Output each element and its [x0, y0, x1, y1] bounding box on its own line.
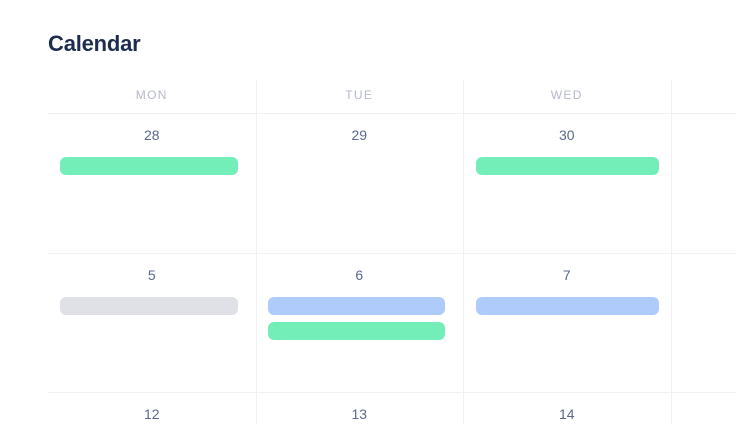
- day-cell-7[interactable]: 7: [463, 254, 671, 393]
- day-cell-5[interactable]: 5: [48, 254, 256, 393]
- day-cell-empty[interactable]: [671, 254, 736, 393]
- event-bar-green[interactable]: [268, 322, 446, 340]
- day-cell-12[interactable]: 12: [48, 393, 256, 425]
- weekday-label-tue: TUE: [256, 80, 464, 114]
- day-number: 12: [48, 405, 256, 423]
- day-number: 28: [48, 126, 256, 144]
- weekday-label-blank: [671, 80, 736, 114]
- weekday-label-mon: MON: [48, 80, 256, 114]
- event-bar-blue[interactable]: [476, 297, 659, 315]
- day-cell-14[interactable]: 14: [463, 393, 671, 425]
- day-number: 29: [256, 126, 464, 144]
- day-cell-30[interactable]: 30: [463, 114, 671, 253]
- weekday-label-wed: WED: [463, 80, 671, 114]
- day-number: 13: [256, 405, 464, 423]
- event-bar-gray[interactable]: [60, 297, 238, 315]
- day-number: 5: [48, 266, 256, 284]
- day-cell-6[interactable]: 6: [256, 254, 464, 393]
- event-bar-green[interactable]: [476, 157, 659, 175]
- event-bar-green[interactable]: [60, 157, 238, 175]
- event-bar-blue[interactable]: [268, 297, 446, 315]
- day-number: 14: [463, 405, 671, 423]
- day-number: 6: [256, 266, 464, 284]
- day-cell-empty[interactable]: [671, 114, 736, 253]
- day-cell-empty[interactable]: [671, 393, 736, 425]
- day-cell-29[interactable]: 29: [256, 114, 464, 253]
- page-title: Calendar: [48, 30, 141, 58]
- day-cell-28[interactable]: 28: [48, 114, 256, 253]
- day-cell-13[interactable]: 13: [256, 393, 464, 425]
- day-number: 30: [463, 126, 671, 144]
- day-number: 7: [463, 266, 671, 284]
